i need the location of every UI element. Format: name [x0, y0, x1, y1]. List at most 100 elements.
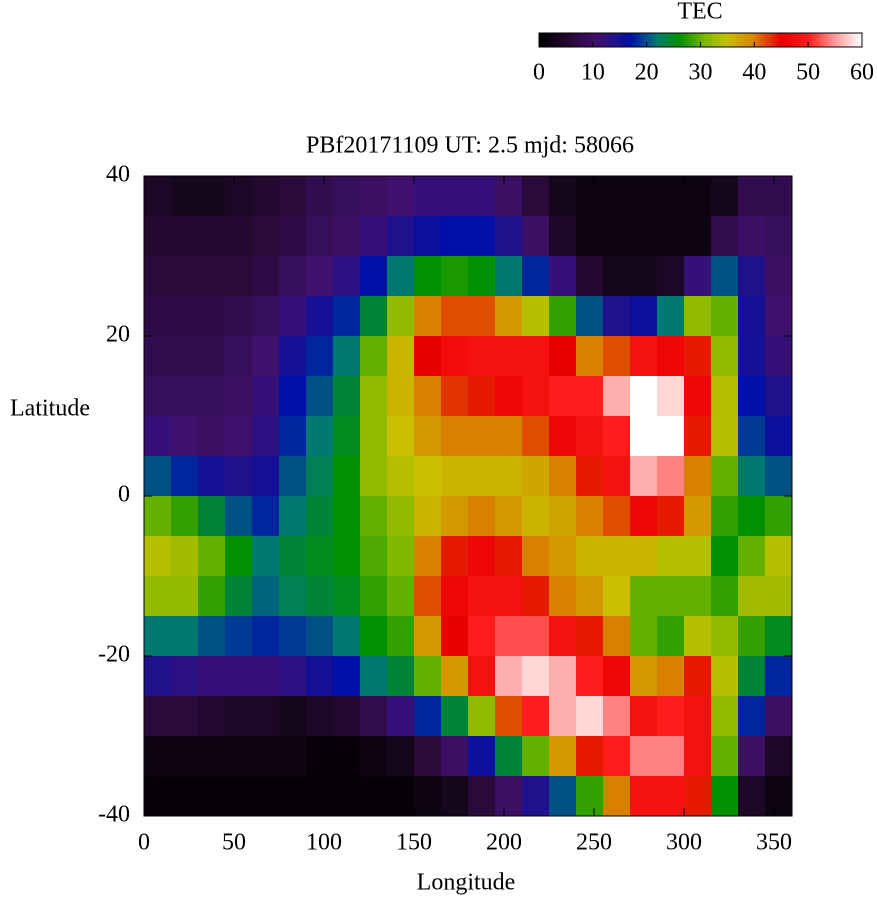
colorbar-segment: [553, 33, 556, 47]
heatmap-cell: [657, 536, 685, 577]
heatmap-cell: [144, 616, 172, 657]
heatmap-cell: [549, 176, 577, 217]
colorbar-segment: [581, 33, 584, 47]
heatmap-cell: [279, 696, 307, 737]
heatmap-cell: [333, 736, 361, 777]
colorbar-segment: [835, 33, 839, 47]
colorbar-segment: [684, 33, 687, 47]
colorbar-segment: [720, 33, 724, 47]
heatmap-cell: [576, 176, 604, 217]
heatmap-cell: [360, 176, 388, 217]
heatmap-cell: [765, 736, 793, 777]
heatmap-cell: [198, 576, 226, 617]
heatmap-cell: [279, 256, 307, 297]
heatmap-cell: [441, 616, 469, 657]
heatmap-cell: [252, 536, 280, 577]
colorbar-segment: [583, 33, 586, 47]
colorbar-segment: [847, 33, 851, 47]
heatmap-cell: [711, 416, 739, 457]
heatmap-cell: [171, 616, 199, 657]
heatmap-cell: [576, 736, 604, 777]
heatmap-cell: [252, 496, 280, 537]
heatmap-cell: [414, 416, 442, 457]
colorbar-segment: [692, 33, 695, 47]
heatmap-cell: [360, 256, 388, 297]
heatmap-cell: [171, 456, 199, 497]
heatmap-cell: [657, 456, 685, 497]
heatmap-cell: [414, 656, 442, 697]
heatmap-cell: [333, 216, 361, 257]
heatmap-cell: [765, 296, 793, 337]
heatmap-cell: [657, 376, 685, 417]
heatmap-cell: [711, 216, 739, 257]
heatmap-cell: [144, 176, 172, 217]
heatmap-cell: [252, 616, 280, 657]
heatmap-cell: [522, 336, 550, 377]
colorbar-segment: [740, 33, 744, 47]
heatmap-cell: [360, 296, 388, 337]
heatmap-cell: [441, 336, 469, 377]
heatmap-cell: [306, 416, 334, 457]
heatmap-cell: [171, 496, 199, 537]
heatmap-cell: [765, 416, 793, 457]
colorbar-segment: [555, 33, 558, 47]
colorbar-segment: [813, 33, 817, 47]
heatmap-cell: [495, 776, 523, 817]
colorbar-segment: [676, 33, 679, 47]
heatmap-cell: [198, 776, 226, 817]
heatmap-cell: [522, 496, 550, 537]
colorbar-segment: [648, 33, 651, 47]
heatmap-cell: [225, 296, 253, 337]
heatmap-cell: [603, 616, 631, 657]
y-tick-label: 20: [106, 322, 130, 348]
heatmap-cell: [279, 376, 307, 417]
heatmap-cell: [279, 536, 307, 577]
heatmap-cell: [549, 336, 577, 377]
heatmap-cell: [711, 656, 739, 697]
heatmap-cell: [225, 736, 253, 777]
heatmap-cell: [603, 696, 631, 737]
heatmap-cell: [549, 296, 577, 337]
heatmap-cell: [360, 496, 388, 537]
heatmap-cell: [387, 216, 415, 257]
colorbar-segment: [652, 33, 655, 47]
heatmap-cell: [522, 576, 550, 617]
heatmap-cell: [765, 656, 793, 697]
heatmap-cell: [279, 456, 307, 497]
heatmap-cell: [576, 456, 604, 497]
heatmap-cell: [738, 216, 766, 257]
heatmap-cell: [360, 696, 388, 737]
colorbar-segment: [807, 33, 811, 47]
heatmap-cell: [549, 256, 577, 297]
heatmap-cell: [198, 736, 226, 777]
heatmap-cell: [657, 776, 685, 817]
colorbar-segment: [831, 33, 835, 47]
heatmap-cell: [441, 496, 469, 537]
heatmap-cell: [684, 496, 712, 537]
heatmap-cell: [198, 616, 226, 657]
heatmap-cell: [657, 616, 685, 657]
heatmap-cell: [279, 576, 307, 617]
colorbar-segment: [827, 33, 831, 47]
colorbar-segment: [672, 33, 675, 47]
colorbar-segment: [625, 33, 629, 47]
heatmap-cell: [279, 736, 307, 777]
heatmap-cell: [711, 176, 739, 217]
heatmap-cell: [333, 256, 361, 297]
colorbar-tick-label: 20: [635, 60, 659, 86]
heatmap-cell: [387, 456, 415, 497]
colorbar-segment: [732, 33, 736, 47]
heatmap-cell: [522, 256, 550, 297]
heatmap-cell: [171, 376, 199, 417]
heatmap-cell: [333, 536, 361, 577]
colorbar-segment: [609, 33, 613, 47]
colorbar-segment: [543, 33, 546, 47]
heatmap-cell: [414, 536, 442, 577]
heatmap-cell: [765, 536, 793, 577]
heatmap-cell: [387, 656, 415, 697]
colorbar-segment: [833, 33, 837, 47]
heatmap-cell: [603, 736, 631, 777]
heatmap-cell: [576, 776, 604, 817]
heatmap-cell: [414, 216, 442, 257]
